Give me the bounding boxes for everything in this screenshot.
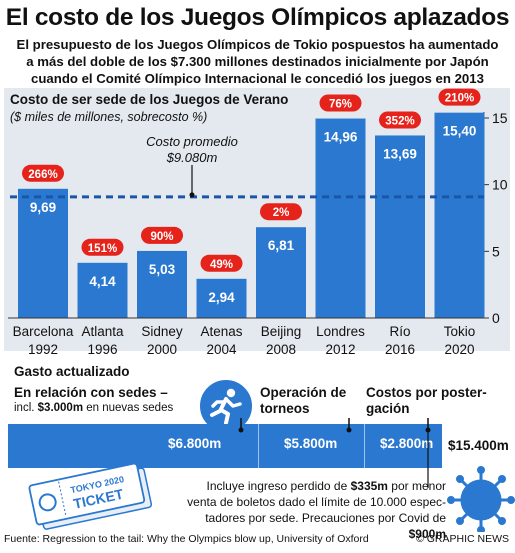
overrun-label: 49%	[210, 259, 233, 271]
x-tick-label-year: 2008	[266, 342, 296, 357]
bar	[434, 112, 485, 319]
x-tick-label-city: Atlanta	[81, 324, 124, 339]
sedes-value: $6.800m	[168, 436, 222, 451]
x-tick-label-city: Sidney	[141, 324, 183, 339]
overrun-label: 352%	[385, 115, 414, 127]
postergacion-label: Costos por poster- gación	[366, 385, 487, 416]
sedes-label: En relación con sedes –	[14, 385, 168, 400]
x-tick-label-city: Atenas	[200, 324, 242, 339]
bar-value-label: 5,03	[149, 262, 176, 277]
sedes-sub: incl. $3.000m en nuevas sedes	[14, 402, 174, 414]
x-tick-label-year: 2016	[385, 342, 415, 357]
chart-title: Costo de ser sede de los Juegos de Veran…	[10, 92, 289, 107]
source-note: Fuente: Regression to the tail: Why the …	[4, 533, 369, 545]
x-tick-label-year: 2020	[444, 342, 474, 357]
overrun-label: 2%	[273, 207, 290, 219]
y-tick-label: 0	[492, 310, 500, 326]
bar-value-label: 13,69	[383, 146, 417, 161]
x-tick-label-city: Río	[389, 324, 410, 339]
virus-icon	[447, 466, 515, 532]
gasto-title: Gasto actualizado	[14, 364, 130, 379]
bar	[315, 118, 366, 319]
x-tick-label-city: Londres	[316, 324, 365, 339]
bar-chart: 0 5 10 15 9,69 266% Barcelona 1992 4,14 151% Atlan…	[8, 88, 508, 357]
overrun-badge	[379, 111, 421, 129]
overrun-label: 151%	[88, 243, 117, 255]
overrun-label: 266%	[28, 169, 57, 181]
x-tick-label-year: 1996	[87, 342, 117, 357]
page-title: El costo de los Juegos Olímpicos aplazad…	[5, 4, 510, 31]
bar	[77, 262, 128, 318]
strip-divider	[258, 424, 259, 468]
page-subtitle: El presupuesto de los Juegos Olímpicos d…	[6, 36, 509, 87]
bar-value-label: 2,94	[208, 290, 235, 305]
overrun-label: 210%	[445, 93, 474, 105]
x-tick-label-year: 2000	[147, 342, 177, 357]
bar-value-label: 14,96	[324, 130, 358, 145]
overrun-label: 90%	[150, 231, 173, 243]
subtitle-line: a más del doble de los $7.300 millones d…	[26, 54, 489, 69]
overrun-badge	[319, 94, 362, 112]
publisher-logo: © GRAPHIC NEWS	[416, 533, 509, 545]
subtitle-line: cuando el Comité Olímpico Internacional …	[31, 71, 484, 86]
bar-value-label: 6,81	[268, 238, 295, 253]
average-pointer-dot	[189, 192, 195, 198]
chart-units: ($ miles de millones, sobrecosto %)	[10, 110, 208, 124]
bar-value-label: 15,40	[443, 124, 477, 139]
y-tick-label: 15	[492, 110, 508, 126]
average-value-label: $9.080m	[166, 150, 218, 165]
bar-value-label: 9,69	[30, 200, 56, 215]
postergacion-value: $2.800m	[380, 436, 434, 451]
x-tick-label-city: Barcelona	[13, 324, 74, 339]
subtitle-line: El presupuesto de los Juegos Olímpicos d…	[16, 37, 499, 52]
overrun-badge	[141, 226, 183, 244]
bar	[18, 188, 68, 318]
x-tick-label-year: 2012	[325, 342, 355, 357]
operacion-label: Operación de torneos	[260, 385, 347, 416]
overrun-label: 76%	[329, 99, 352, 111]
overrun-badge	[200, 254, 243, 272]
strip-divider	[364, 424, 365, 468]
y-tick-label: 5	[492, 243, 500, 259]
bar	[137, 250, 187, 318]
covid-note: Incluye ingreso perdido de $335m por men…	[187, 479, 446, 541]
x-tick-label-year: 1992	[28, 342, 58, 357]
overrun-badge	[22, 164, 64, 182]
bar-value-label: 4,14	[89, 274, 116, 289]
x-tick-label-city: Beijing	[261, 324, 302, 339]
x-tick-label-city: Tokio	[444, 324, 476, 339]
bar	[196, 278, 247, 318]
cost-strip	[8, 424, 442, 468]
y-tick-label: 10	[492, 177, 508, 193]
bar	[256, 227, 306, 318]
x-tick-label-year: 2004	[206, 342, 237, 357]
total-value: $15.400m	[448, 438, 509, 453]
ticket-icon: TOKYO 2020 TICKET	[28, 462, 153, 530]
overrun-badge	[260, 203, 302, 221]
overrun-badge	[81, 238, 124, 256]
overrun-badge	[438, 88, 481, 106]
operacion-value: $5.800m	[284, 436, 338, 451]
average-label: Costo promedio	[146, 134, 238, 149]
bar	[375, 135, 425, 318]
